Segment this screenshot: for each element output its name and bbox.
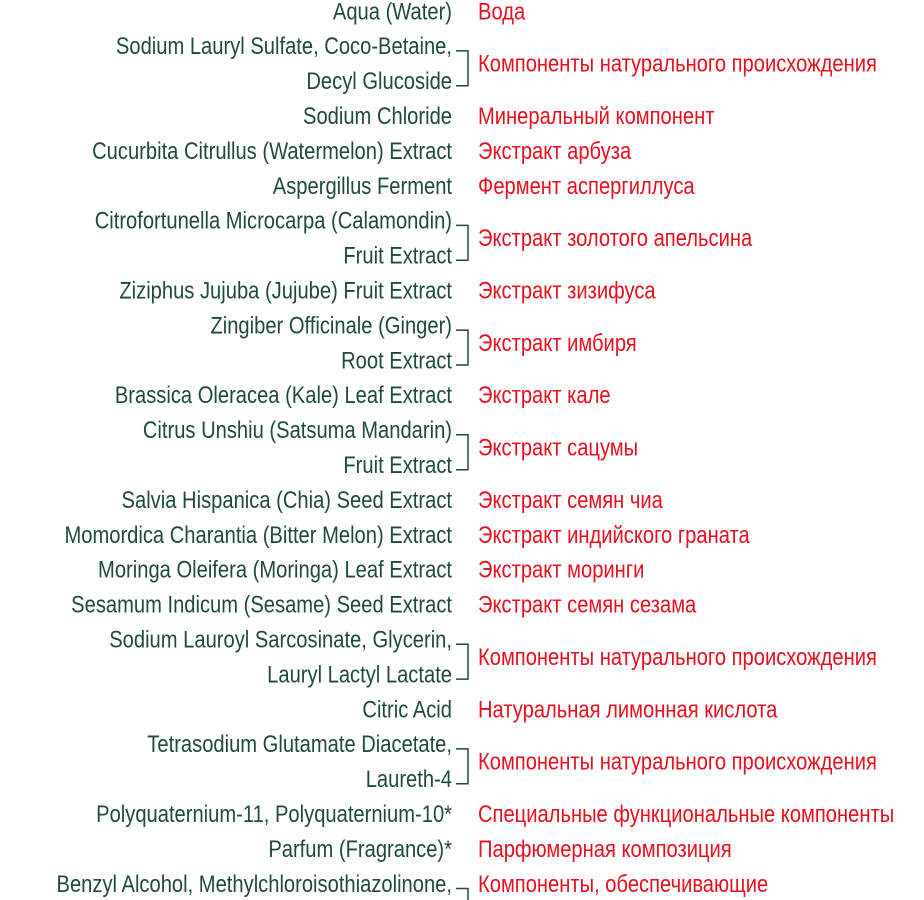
ingredient-name: Zingiber Officinale (Ginger) (210, 312, 452, 339)
description: Минеральный компонент (478, 102, 714, 129)
ingredient-name: Aqua (Water) (333, 0, 452, 25)
ingredient-name: Salvia Hispanica (Chia) Seed Extract (122, 486, 452, 513)
description: Натуральная лимонная кислота (478, 696, 778, 723)
ingredient-name: Fruit Extract (343, 451, 452, 478)
ingredient-name: Aspergillus Ferment (273, 172, 452, 199)
ingredient-name: Sodium Lauryl Sulfate, Coco-Betaine, (116, 33, 452, 60)
ingredient-name: Polyquaternium-11, Polyquaternium-10* (96, 800, 452, 827)
description: Экстракт золотого апельсина (478, 225, 753, 252)
bracket (456, 224, 469, 262)
ingredient-name: Sodium Lauroyl Sarcosinate, Glycerin, (109, 626, 452, 653)
bracket (456, 748, 469, 785)
ingredient-name: Sesamum Indicum (Sesame) Seed Extract (71, 591, 452, 618)
ingredient-name: Benzyl Alcohol, Methylchloroisothiazolin… (57, 870, 452, 897)
description: Экстракт моринги (478, 556, 644, 583)
description: Компоненты, обеспечивающие (478, 870, 768, 897)
description: Экстракт индийского граната (478, 521, 750, 548)
description: Парфюмерная композиция (478, 835, 732, 862)
description: Компоненты натурального происхождения (478, 748, 877, 775)
description: Экстракт имбиря (478, 329, 637, 356)
ingredient-name: Citric Acid (362, 696, 452, 723)
bracket (456, 329, 469, 366)
description: Экстракт арбуза (478, 137, 632, 164)
bracket (456, 50, 469, 87)
ingredient-name: Parfum (Fragrance)* (268, 835, 452, 862)
ingredient-name: Fruit Extract (343, 242, 452, 269)
ingredient-name: Tetrasodium Glutamate Diacetate, (147, 731, 452, 758)
ingredient-name: Laureth-4 (366, 765, 452, 792)
ingredient-name: Brassica Oleracea (Kale) Leaf Extract (115, 382, 452, 409)
ingredient-name: Cucurbita Citrullus (Watermelon) Extract (92, 137, 452, 164)
description: Компоненты натурального происхождения (478, 50, 877, 77)
ingredient-name: Momordica Charantia (Bitter Melon) Extra… (64, 521, 452, 548)
description: Компоненты натурального происхождения (478, 643, 877, 670)
description: Вода (478, 0, 526, 25)
ingredient-name: Citrofortunella Microcarpa (Calamondin) (95, 207, 452, 234)
description: Экстракт сацумы (478, 434, 638, 461)
ingredient-name: Lauryl Lactyl Lactate (267, 661, 452, 688)
bracket (456, 434, 469, 471)
bracket (456, 643, 469, 680)
bracket (456, 887, 469, 900)
ingredient-name: Root Extract (341, 347, 452, 374)
ingredient-name: Decyl Glucoside (306, 67, 452, 94)
description: Специальные функциональные компоненты (478, 800, 894, 827)
ingredient-name: Citrus Unshiu (Satsuma Mandarin) (143, 416, 452, 443)
ingredient-name: Sodium Chloride (303, 102, 452, 129)
description: Экстракт семян чиа (478, 486, 663, 513)
ingredient-name: Ziziphus Jujuba (Jujube) Fruit Extract (119, 277, 452, 304)
ingredient-name: Moringa Oleifera (Moringa) Leaf Extract (98, 556, 452, 583)
description: Экстракт зизифуса (478, 277, 656, 304)
description: Экстракт семян сезама (478, 591, 697, 618)
description: Фермент аспергиллуса (478, 172, 695, 199)
description: Экстракт кале (478, 382, 611, 409)
